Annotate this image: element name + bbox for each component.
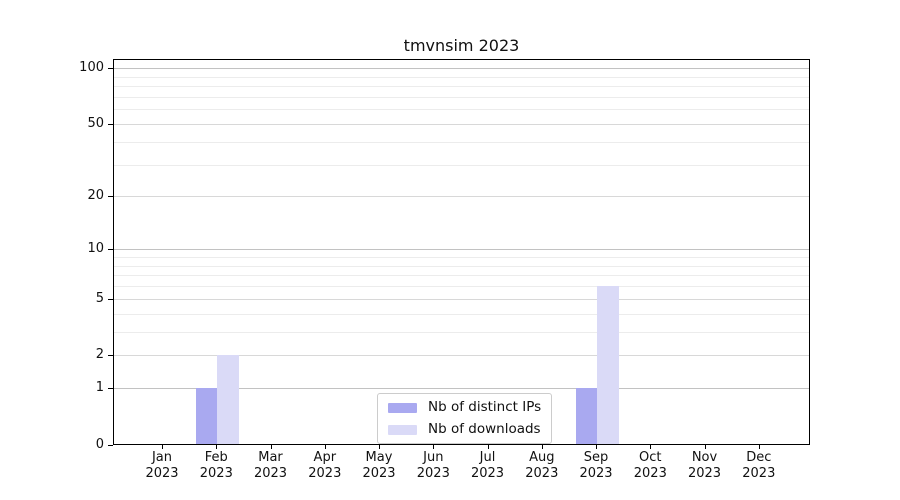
year-text: 2023: [199, 466, 233, 481]
minor-gridline: [114, 331, 809, 333]
legend-item-distinct-ips: Nb of distinct IPs: [388, 400, 541, 415]
chart-title: tmvnsim 2023: [403, 36, 520, 55]
y-tick-mark: [108, 388, 113, 390]
month-text: Jan: [151, 450, 173, 465]
year-text: 2023: [253, 466, 288, 481]
minor-gridline: [114, 109, 809, 111]
year-text: 2023: [308, 466, 342, 481]
bar-distinct-ips-sep: [575, 388, 597, 444]
y-tick-label: 1: [95, 380, 104, 396]
month-text: May: [365, 450, 393, 465]
x-tick-label-may: May 2023: [347, 450, 411, 482]
x-tick-label-aug: Aug 2023: [510, 450, 574, 482]
x-tick-label-jan: Jan 2023: [130, 450, 194, 482]
y-tick-label: 2: [95, 347, 104, 363]
y-tick-mark: [108, 445, 113, 446]
month-text: Apr: [313, 450, 337, 465]
month-text: Jun: [423, 450, 444, 465]
month-text: Jul: [479, 450, 496, 465]
decade-gridline: [114, 68, 809, 70]
legend-label-downloads: Nb of downloads: [428, 421, 541, 437]
x-tick-mark: [433, 445, 435, 449]
year-text: 2023: [145, 466, 179, 481]
year-text: 2023: [416, 466, 450, 481]
x-tick-mark: [704, 445, 706, 449]
year-text: 2023: [579, 466, 613, 481]
x-tick-label-feb: Feb 2023: [184, 450, 248, 482]
minor-gridline: [114, 76, 809, 78]
legend-item-downloads: Nb of downloads: [388, 422, 541, 437]
month-text: Aug: [529, 450, 555, 465]
month-text: Nov: [691, 450, 718, 465]
month-text: Dec: [746, 450, 772, 465]
legend-swatch-downloads: [388, 424, 417, 435]
decade-gridline: [114, 249, 809, 251]
bar-downloads-feb: [217, 355, 239, 444]
x-tick-mark: [324, 445, 326, 449]
year-text: 2023: [470, 466, 505, 481]
bar-distinct-ips-feb: [195, 388, 218, 444]
x-tick-label-mar: Mar 2023: [239, 450, 303, 482]
legend-swatch-distinct-ips: [388, 402, 417, 413]
x-tick-mark: [270, 445, 272, 449]
x-tick-label-jul: Jul 2023: [456, 450, 520, 482]
minor-gridline: [114, 96, 809, 98]
bar-downloads-sep: [597, 286, 619, 444]
minor-gridline: [114, 286, 809, 288]
month-text: Feb: [204, 450, 228, 465]
x-tick-mark: [487, 445, 489, 449]
year-text: 2023: [633, 466, 667, 481]
month-text: Mar: [258, 450, 283, 465]
minor-gridline: [114, 141, 809, 143]
minor-gridline: [114, 275, 809, 277]
year-text: 2023: [362, 466, 396, 481]
major-gridline: [114, 196, 809, 198]
plot-area: [113, 59, 810, 445]
year-text: 2023: [687, 466, 722, 481]
minor-gridline: [114, 257, 809, 258]
x-tick-mark: [379, 445, 380, 449]
y-tick-mark: [108, 124, 113, 125]
x-tick-mark: [162, 445, 163, 449]
x-tick-label-sep: Sep 2023: [564, 450, 628, 482]
x-tick-mark: [650, 445, 652, 449]
major-gridline: [114, 355, 809, 357]
x-tick-label-jun: Jun 2023: [401, 450, 465, 482]
x-tick-mark: [758, 445, 760, 449]
major-gridline: [114, 298, 809, 300]
x-tick-mark: [596, 445, 597, 449]
x-tick-mark: [541, 445, 543, 449]
y-tick-mark: [108, 249, 113, 251]
major-gridline: [114, 124, 809, 125]
y-tick-label: 10: [87, 241, 104, 257]
y-tick-label: 0: [95, 437, 104, 452]
decade-gridline: [114, 388, 809, 390]
month-text: Sep: [583, 450, 609, 465]
year-text: 2023: [525, 466, 559, 481]
x-tick-label-dec: Dec 2023: [727, 450, 791, 482]
y-tick-mark: [108, 196, 113, 198]
minor-gridline: [114, 265, 809, 267]
y-tick-label: 5: [95, 290, 104, 306]
y-tick-mark: [108, 298, 113, 300]
x-tick-mark: [216, 445, 218, 449]
y-tick-label: 100: [79, 60, 104, 76]
year-text: 2023: [742, 466, 776, 481]
legend: Nb of distinct IPs Nb of downloads: [377, 393, 553, 444]
x-tick-label-oct: Oct 2023: [618, 450, 682, 482]
month-text: Oct: [639, 450, 662, 465]
minor-gridline: [114, 164, 809, 166]
x-tick-label-apr: Apr 2023: [293, 450, 357, 482]
y-tick-label: 20: [87, 188, 104, 204]
minor-gridline: [114, 313, 809, 315]
legend-label-distinct-ips: Nb of distinct IPs: [428, 399, 542, 415]
y-tick-label: 50: [87, 116, 104, 131]
y-tick-mark: [108, 68, 113, 70]
minor-gridline: [114, 86, 809, 88]
x-tick-label-nov: Nov 2023: [673, 450, 737, 482]
y-tick-mark: [108, 355, 113, 357]
